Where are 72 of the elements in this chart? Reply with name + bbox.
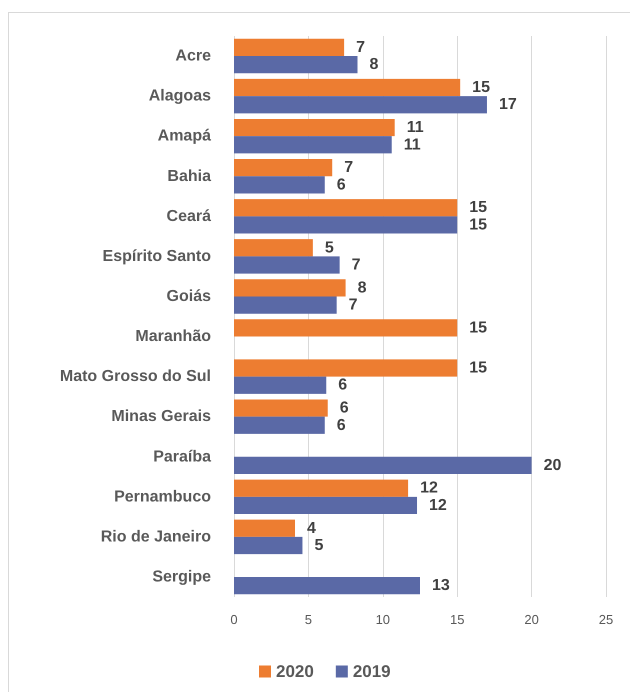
data-label: 11 <box>406 119 424 136</box>
y-tick-label: Goiás <box>166 288 212 305</box>
y-tick-label: Pernambuco <box>114 488 212 506</box>
bar <box>234 96 487 114</box>
bar <box>234 480 408 497</box>
data-label: 12 <box>429 496 447 514</box>
y-tick-label: Mato Grosso do Sul <box>60 368 211 386</box>
x-tick-label: 0 <box>230 612 238 627</box>
y-tick-label: Rio de Janeiro <box>100 528 212 546</box>
data-label: 15 <box>472 78 490 96</box>
data-label: 5 <box>324 239 334 256</box>
y-tick-label: Ceará <box>166 208 212 225</box>
y-tick-label: Alagoas <box>148 88 212 105</box>
data-label: 11 <box>404 136 421 154</box>
data-label: 7 <box>356 38 366 56</box>
bar <box>234 576 420 594</box>
data-label: 15 <box>469 319 488 336</box>
data-label: 5 <box>314 537 324 554</box>
y-tick-label: Maranhão <box>135 328 212 346</box>
bar <box>234 239 313 256</box>
data-label: 7 <box>344 159 354 176</box>
bar <box>234 536 302 554</box>
x-tick-label: 10 <box>376 612 390 627</box>
x-tick-label: 5 <box>304 612 312 627</box>
data-label: 13 <box>432 577 450 594</box>
bar <box>234 359 458 377</box>
y-tick-label: Paraíba <box>153 448 212 466</box>
y-tick-label: Espírito Santo <box>102 248 212 265</box>
data-label: 20 <box>544 456 562 474</box>
data-label: 6 <box>338 376 348 394</box>
y-tick-label: Acre <box>175 48 212 65</box>
bar <box>234 256 340 274</box>
x-tick-label: 20 <box>524 612 539 627</box>
data-label: 4 <box>307 520 316 537</box>
data-label: 12 <box>420 480 438 497</box>
bar <box>234 279 346 296</box>
y-tick-label: Bahia <box>167 168 212 185</box>
bar <box>234 118 395 136</box>
data-label: 7 <box>348 296 358 314</box>
bar <box>234 159 332 176</box>
y-tick-label: Sergipe <box>152 568 212 586</box>
data-label: 6 <box>336 176 346 194</box>
bar <box>234 176 325 194</box>
bar <box>234 416 325 434</box>
data-label: 15 <box>469 359 488 376</box>
bar <box>234 456 532 474</box>
bar <box>234 376 326 394</box>
bar <box>234 496 418 514</box>
bar <box>234 78 460 96</box>
data-label: 15 <box>469 216 488 234</box>
bar <box>234 216 458 234</box>
bar <box>234 319 458 337</box>
data-label: 17 <box>498 96 517 114</box>
y-tick-label: Minas Gerais <box>111 408 212 426</box>
data-label: 8 <box>370 56 379 74</box>
x-tick-label: 25 <box>598 612 614 627</box>
y-tick-label: Amapá <box>158 128 212 145</box>
data-label: 6 <box>336 416 346 434</box>
bar <box>234 296 337 314</box>
bar <box>234 38 344 56</box>
legend-label: 2020 <box>276 662 314 681</box>
x-tick-label: 15 <box>450 612 464 627</box>
data-label: 15 <box>469 199 488 216</box>
bar <box>234 199 458 216</box>
bar <box>234 56 358 74</box>
legend-label: 2019 <box>352 662 391 681</box>
bar <box>234 399 328 417</box>
data-label: 7 <box>352 256 361 274</box>
data-label: 6 <box>340 400 349 417</box>
bar <box>234 520 296 537</box>
bar <box>234 136 392 154</box>
data-label: 8 <box>358 279 367 296</box>
